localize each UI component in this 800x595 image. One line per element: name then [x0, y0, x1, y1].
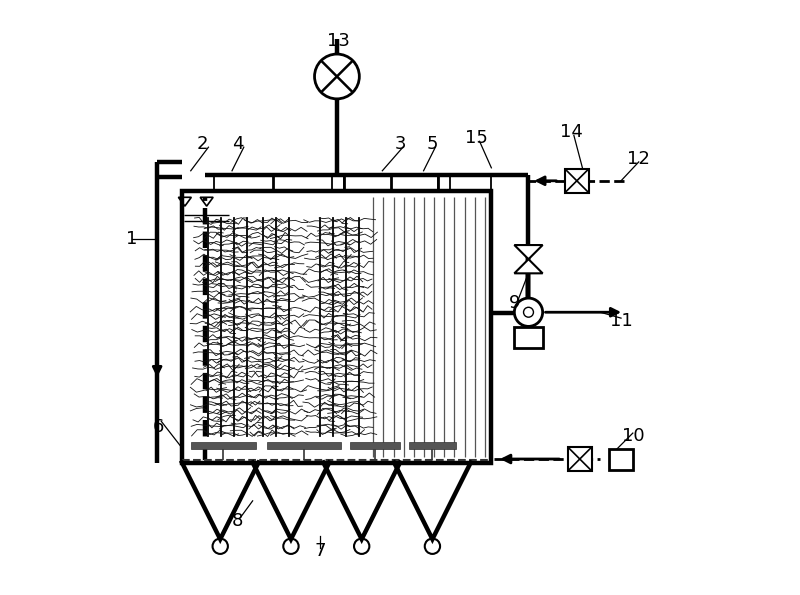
Text: 2: 2	[197, 135, 208, 154]
Text: 12: 12	[627, 150, 650, 168]
Text: 9: 9	[509, 295, 521, 312]
Text: 6: 6	[153, 418, 164, 436]
Text: 1: 1	[126, 230, 138, 248]
Bar	[568, 447, 591, 471]
Bar	[565, 169, 589, 193]
Text: 5: 5	[426, 135, 438, 154]
Bar	[190, 442, 255, 449]
Text: 15: 15	[465, 129, 488, 148]
Bar	[350, 442, 400, 449]
Bar	[182, 192, 491, 462]
Text: 8: 8	[232, 512, 243, 531]
Bar	[610, 449, 633, 469]
Text: 10: 10	[622, 427, 644, 445]
Polygon shape	[514, 245, 542, 259]
Text: 3: 3	[394, 135, 406, 154]
Bar	[514, 327, 542, 347]
Circle shape	[514, 298, 542, 327]
Polygon shape	[514, 259, 542, 273]
Text: 13: 13	[326, 32, 350, 50]
Text: 4: 4	[232, 135, 244, 154]
Text: 11: 11	[610, 312, 633, 330]
Bar	[409, 442, 456, 449]
Text: 7: 7	[314, 542, 326, 560]
Text: 14: 14	[559, 123, 582, 142]
Bar	[267, 442, 341, 449]
